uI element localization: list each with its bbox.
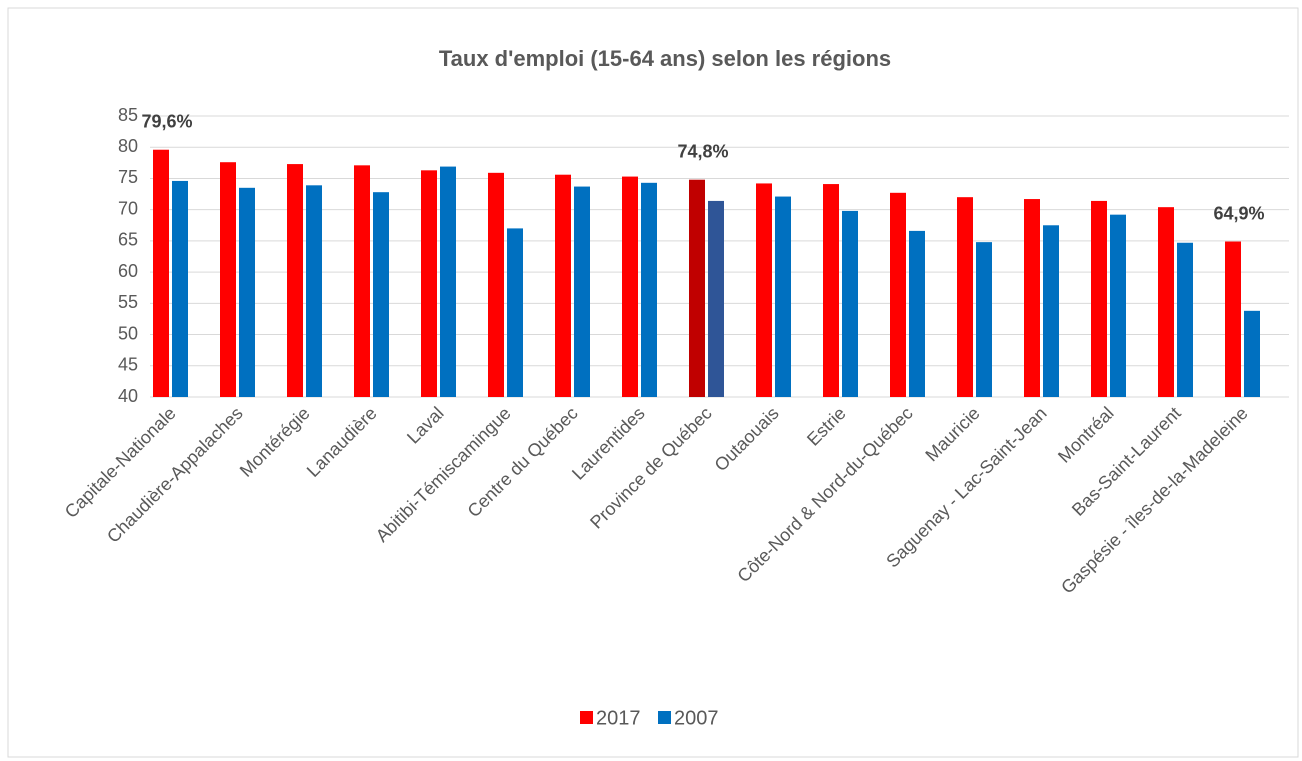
bar xyxy=(823,184,839,397)
bar xyxy=(890,192,906,397)
bar xyxy=(775,196,791,397)
bar xyxy=(220,162,236,397)
bar xyxy=(306,185,322,397)
bar xyxy=(641,182,657,397)
bar xyxy=(555,174,571,397)
bar xyxy=(440,166,456,397)
bar xyxy=(1091,200,1107,397)
bar xyxy=(842,210,858,397)
y-tick-label: 75 xyxy=(118,167,138,187)
y-tick-label: 85 xyxy=(118,105,138,125)
y-tick-label: 70 xyxy=(118,198,138,218)
bar xyxy=(239,187,255,397)
data-label: 79,6% xyxy=(141,111,192,131)
bar xyxy=(957,197,973,397)
bar xyxy=(373,192,389,397)
data-label: 74,8% xyxy=(677,141,728,161)
bar xyxy=(488,172,504,397)
bar xyxy=(1110,214,1126,397)
bar xyxy=(1024,199,1040,397)
bar xyxy=(708,200,724,397)
y-tick-label: 65 xyxy=(118,230,138,250)
y-tick-label: 45 xyxy=(118,355,138,375)
chart-title: Taux d'emploi (15-64 ans) selon les régi… xyxy=(439,46,891,71)
legend-swatch xyxy=(580,711,593,724)
bar xyxy=(172,180,188,397)
bar xyxy=(287,164,303,397)
bar xyxy=(622,176,638,397)
legend-label: 2007 xyxy=(674,707,719,729)
bar xyxy=(421,170,437,397)
legend-swatch xyxy=(658,711,671,724)
bar xyxy=(1177,242,1193,397)
legend-label: 2017 xyxy=(596,707,641,729)
bar xyxy=(909,230,925,397)
bar xyxy=(689,179,705,397)
bar xyxy=(1158,207,1174,397)
y-tick-label: 60 xyxy=(118,261,138,281)
y-tick-label: 80 xyxy=(118,136,138,156)
bar xyxy=(976,242,992,397)
data-label: 64,9% xyxy=(1213,203,1264,223)
y-tick-label: 55 xyxy=(118,292,138,312)
bar xyxy=(756,183,772,397)
bar xyxy=(1225,241,1241,397)
bar xyxy=(1043,225,1059,397)
bar xyxy=(574,186,590,397)
bar xyxy=(354,165,370,397)
y-tick-label: 50 xyxy=(118,323,138,343)
bar xyxy=(1244,310,1260,397)
y-tick-label: 40 xyxy=(118,386,138,406)
bar xyxy=(153,149,169,397)
bar xyxy=(507,228,523,397)
